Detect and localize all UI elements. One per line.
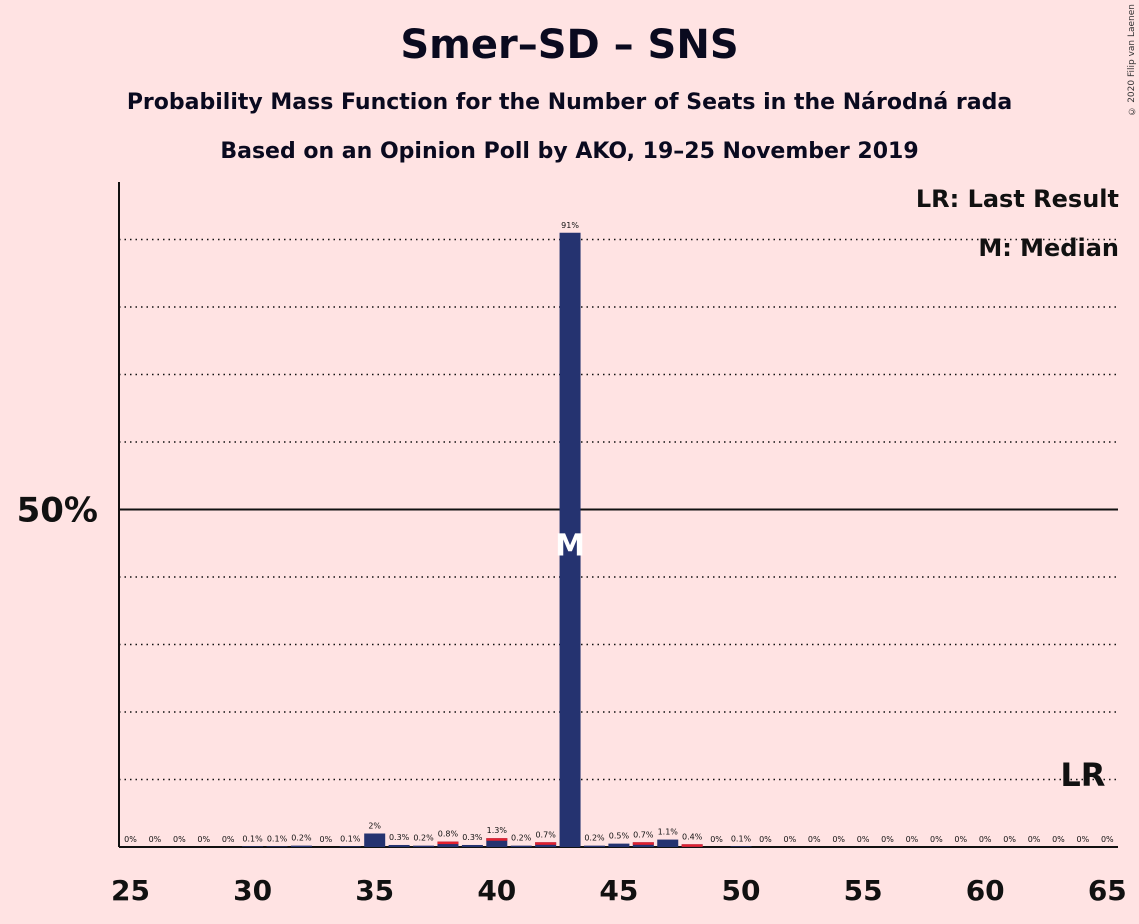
bar-seats-36: [388, 844, 410, 847]
data-label: 0%: [783, 835, 796, 844]
data-label: 0%: [881, 835, 894, 844]
bar-seats-31: [266, 846, 288, 847]
data-label: 0%: [173, 835, 186, 844]
data-label: 0%: [320, 835, 333, 844]
x-tick-label: 40: [477, 874, 516, 907]
data-label: 0.3%: [462, 833, 483, 842]
data-label: 0%: [1003, 835, 1016, 844]
bar-highlight-46: [632, 842, 654, 845]
data-label: 0%: [759, 835, 772, 844]
data-label: 91%: [561, 221, 579, 230]
last-result-marker: LR: [1060, 756, 1105, 794]
chart-subtitle: Probability Mass Function for the Number…: [126, 90, 1013, 115]
legend-median: M: Median: [978, 234, 1119, 262]
x-tick-label: 65: [1088, 874, 1127, 907]
median-marker: M: [555, 529, 585, 564]
data-label: 0.7%: [633, 830, 654, 839]
x-tick-label: 25: [111, 874, 150, 907]
data-label: 0%: [857, 835, 870, 844]
data-label: 0.8%: [438, 830, 459, 839]
data-label: 0.2%: [413, 834, 434, 843]
data-label: 0.4%: [682, 832, 703, 841]
data-label: 0%: [1052, 835, 1065, 844]
data-label: 0%: [197, 835, 210, 844]
x-tick-label: 45: [599, 874, 638, 907]
data-label: 0%: [1028, 835, 1041, 844]
x-tick-label: 50: [722, 874, 761, 907]
data-label: 0.1%: [340, 834, 361, 843]
y-tick-label: 50%: [17, 491, 98, 531]
data-label: 0%: [222, 835, 235, 844]
data-label: 0%: [979, 835, 992, 844]
x-tick-label: 30: [233, 874, 272, 907]
data-label: 0%: [906, 835, 919, 844]
bar-seats-34: [339, 846, 361, 847]
data-label: 0%: [710, 835, 723, 844]
data-label: 0%: [954, 835, 967, 844]
bar-highlight-40: [486, 838, 508, 841]
data-label: 1.3%: [487, 826, 508, 835]
data-label: 0%: [832, 835, 845, 844]
bar-seats-37: [413, 845, 435, 847]
data-label: 0.1%: [731, 834, 752, 843]
data-label: 0.2%: [584, 834, 605, 843]
bar-seats-32: [290, 845, 312, 847]
bar-seats-38: [437, 841, 459, 847]
bar-seats-39: [461, 844, 483, 847]
bar-highlight-48: [681, 844, 703, 847]
data-label: 0%: [1101, 835, 1114, 844]
data-label: 0%: [1077, 835, 1090, 844]
data-label: 2%: [368, 822, 381, 831]
bar-seats-35: [364, 833, 386, 847]
bar-highlight-38: [437, 841, 459, 845]
data-label: 0%: [149, 835, 162, 844]
legend-last-result: LR: Last Result: [915, 185, 1119, 213]
data-label: 0%: [124, 835, 137, 844]
bar-seats-43: [559, 232, 581, 847]
data-label: 1.1%: [658, 828, 679, 837]
data-label: 0%: [930, 835, 943, 844]
chart-subtitle-poll: Based on an Opinion Poll by AKO, 19–25 N…: [220, 139, 919, 164]
data-label: 0.1%: [242, 834, 263, 843]
x-tick-label: 60: [966, 874, 1005, 907]
data-label: 0.2%: [511, 834, 532, 843]
data-label: 0.7%: [535, 830, 556, 839]
bar-seats-45: [608, 843, 630, 847]
data-label: 0.2%: [291, 834, 312, 843]
x-tick-label: 35: [355, 874, 394, 907]
chart-title: Smer–SD – SNS: [400, 22, 739, 68]
bar-seats-41: [510, 845, 532, 847]
data-label: 0.5%: [609, 832, 630, 841]
data-label: 0.1%: [267, 834, 288, 843]
bar-seats-30: [242, 846, 264, 847]
data-label: 0.3%: [389, 833, 410, 842]
bar-highlight-42: [535, 842, 557, 845]
x-tick-label: 55: [844, 874, 883, 907]
bar-seats-44: [583, 845, 605, 847]
bar-seats-50: [730, 846, 752, 847]
data-label: 0%: [808, 835, 821, 844]
bar-seats-40: [486, 838, 508, 847]
bar-seats-47: [657, 839, 679, 847]
